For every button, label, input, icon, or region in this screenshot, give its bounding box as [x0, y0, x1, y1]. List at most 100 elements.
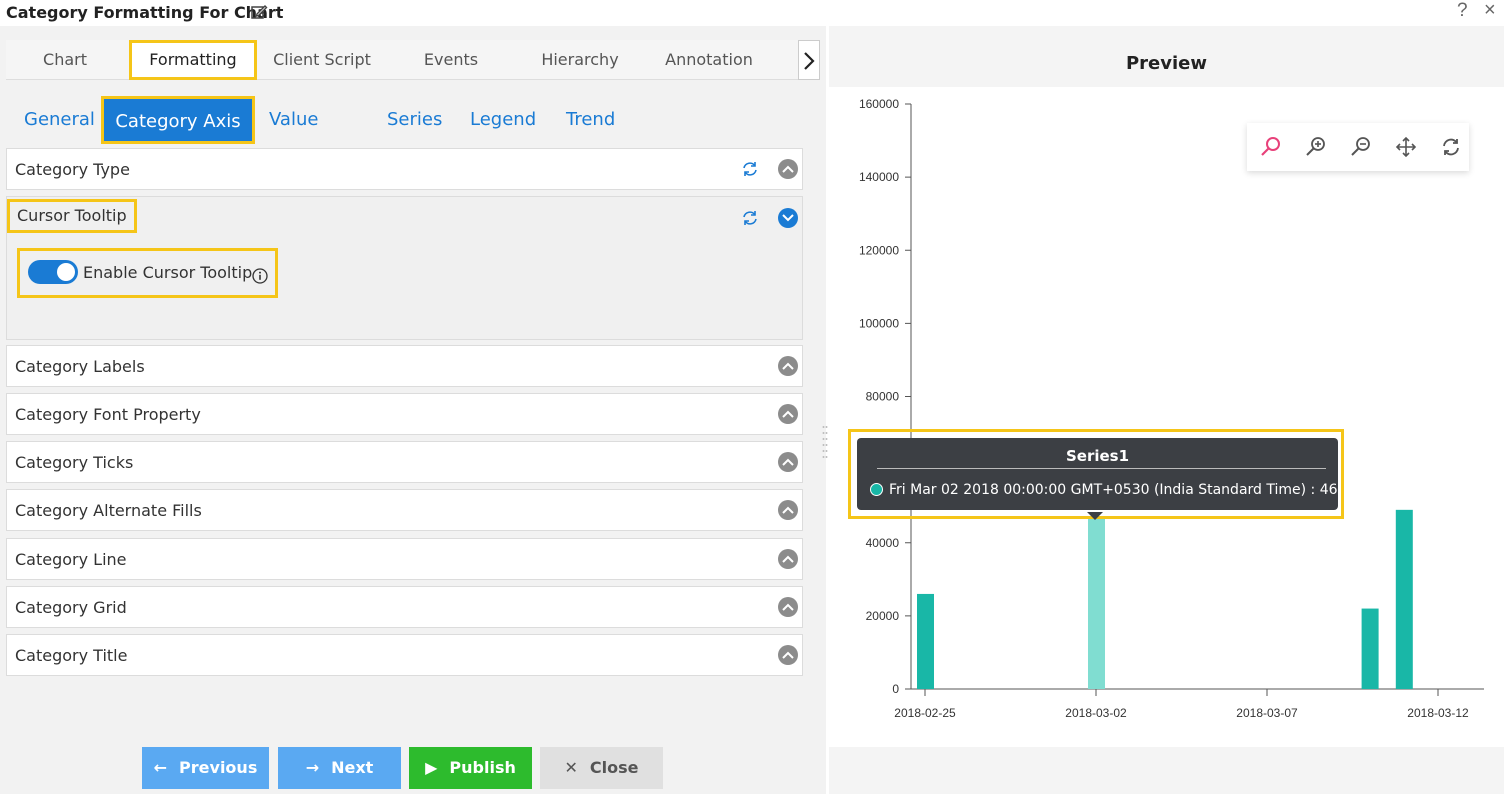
- close-label: Close: [589, 758, 639, 777]
- enable-cursor-tooltip-row: Enable Cursor Tooltip: [17, 248, 278, 298]
- settings-panel: Chart Formatting Client Script Events Hi…: [0, 26, 828, 794]
- y-tick-label: 140000: [859, 170, 899, 184]
- series-marker-icon: [870, 483, 883, 496]
- help-icon[interactable]: ?: [1457, 0, 1468, 21]
- close-button[interactable]: ✕ Close: [540, 747, 663, 789]
- chevron-up-icon[interactable]: [778, 645, 798, 665]
- section-cursor-tooltip: Cursor Tooltip Enable Cursor Tooltip: [6, 196, 803, 340]
- section-label: Category Type: [15, 160, 130, 179]
- publish-button[interactable]: ▶ Publish: [409, 747, 532, 789]
- y-tick-label: 100000: [859, 316, 899, 330]
- chart-tooltip: Series1 Fri Mar 02 2018 00:00:00 GMT+053…: [857, 438, 1338, 510]
- next-button[interactable]: → Next: [278, 747, 401, 789]
- page-title: Category Formatting For Chart: [6, 3, 284, 22]
- y-tick-label: 120000: [859, 243, 899, 257]
- section-category-font-property[interactable]: Category Font Property: [6, 393, 803, 435]
- bar: [917, 593, 934, 689]
- tab-general[interactable]: General: [24, 109, 95, 130]
- section-label: Category Grid: [15, 598, 127, 617]
- tooltip-title: Series1: [1065, 447, 1130, 465]
- chart-area: 0200004000060000800001000001200001400001…: [829, 87, 1504, 747]
- close-icon: ✕: [564, 758, 578, 777]
- tab-annotation[interactable]: Annotation: [665, 50, 753, 69]
- zoom-select-icon[interactable]: [1259, 135, 1283, 159]
- top-tabs: Chart Formatting Client Script Events Hi…: [6, 40, 820, 80]
- close-icon[interactable]: ×: [1484, 0, 1496, 21]
- previous-button[interactable]: ← Previous: [142, 747, 269, 789]
- pan-icon[interactable]: [1394, 135, 1418, 159]
- next-label: Next: [331, 758, 374, 777]
- section-label: Category Alternate Fills: [15, 501, 202, 520]
- toggle-knob: [57, 263, 75, 281]
- chevron-up-icon[interactable]: [778, 356, 798, 376]
- tab-hierarchy[interactable]: Hierarchy: [541, 50, 619, 69]
- bar: [1395, 509, 1413, 689]
- previous-label: Previous: [179, 758, 258, 777]
- arrow-right-icon: →: [305, 758, 320, 777]
- section-label: Category Ticks: [15, 453, 134, 472]
- section-category-type[interactable]: Category Type: [6, 148, 803, 190]
- tooltip-text: Fri Mar 02 2018 00:00:00 GMT+0530 (India…: [889, 482, 1338, 498]
- x-tick-label: 2018-03-12: [1407, 706, 1469, 720]
- y-tick-label: 160000: [859, 97, 899, 111]
- chevron-down-icon[interactable]: [778, 208, 798, 228]
- section-category-ticks[interactable]: Category Ticks: [6, 441, 803, 483]
- tab-value-axis[interactable]: Value Axis: [269, 109, 319, 182]
- tooltip-arrow: [1087, 512, 1103, 520]
- preview-panel: Preview 02000040000600008000010000012000…: [829, 26, 1504, 794]
- reset-icon[interactable]: [741, 160, 759, 178]
- section-label: Category Title: [15, 646, 128, 665]
- tab-trend-lines[interactable]: Trend Lines: [566, 109, 616, 182]
- x-tick-label: 2018-02-25: [894, 706, 956, 720]
- y-tick-label: 80000: [866, 390, 900, 404]
- tooltip-divider: [877, 468, 1326, 469]
- play-icon: ▶: [425, 758, 438, 777]
- info-icon[interactable]: [252, 268, 268, 284]
- reset-icon[interactable]: [741, 209, 759, 227]
- publish-label: Publish: [449, 758, 516, 777]
- chevron-up-icon[interactable]: [778, 597, 798, 617]
- edit-icon[interactable]: [250, 3, 268, 21]
- tab-formatting[interactable]: Formatting: [129, 40, 257, 80]
- section-category-labels[interactable]: Category Labels: [6, 345, 803, 387]
- section-label: Category Font Property: [15, 405, 201, 424]
- reset-zoom-icon[interactable]: [1439, 135, 1463, 159]
- tab-events[interactable]: Events: [423, 50, 479, 69]
- zoom-in-icon[interactable]: [1304, 135, 1328, 159]
- tab-category-axis[interactable]: Category Axis: [101, 96, 255, 144]
- section-category-line[interactable]: Category Line: [6, 538, 803, 580]
- chart: 0200004000060000800001000001200001400001…: [859, 97, 1484, 720]
- tab-legend[interactable]: Legend: [470, 109, 537, 130]
- chevron-up-icon[interactable]: [778, 159, 798, 179]
- section-category-alternate-fills[interactable]: Category Alternate Fills: [6, 489, 803, 531]
- bar: [1361, 608, 1379, 689]
- chevron-up-icon[interactable]: [778, 500, 798, 520]
- toggle-label: Enable Cursor Tooltip: [83, 263, 253, 282]
- title-bar: Category Formatting For Chart ? ×: [0, 0, 1504, 26]
- tab-series[interactable]: Series: [387, 109, 443, 130]
- y-tick-label: 0: [892, 682, 899, 696]
- chart-toolbar: [1247, 123, 1469, 171]
- y-tick-label: 20000: [866, 609, 900, 623]
- enable-cursor-tooltip-toggle[interactable]: [28, 260, 78, 284]
- x-tick-label: 2018-03-02: [1065, 706, 1127, 720]
- chevron-up-icon[interactable]: [778, 404, 798, 424]
- tooltip-highlight: Series1 Fri Mar 02 2018 00:00:00 GMT+053…: [848, 429, 1344, 520]
- section-category-grid[interactable]: Category Grid: [6, 586, 803, 628]
- chevron-up-icon[interactable]: [778, 549, 798, 569]
- tab-chart[interactable]: Chart: [43, 50, 87, 69]
- chevron-up-icon[interactable]: [778, 452, 798, 472]
- zoom-out-icon[interactable]: [1349, 135, 1373, 159]
- section-label: Category Line: [15, 550, 127, 569]
- section-label: Category Labels: [15, 357, 145, 376]
- arrow-left-icon: ←: [153, 758, 168, 777]
- resize-handle[interactable]: [822, 424, 828, 464]
- chevron-right-icon: [804, 52, 815, 70]
- preview-title: Preview: [1125, 53, 1208, 74]
- tab-client-script[interactable]: Client Script: [273, 50, 371, 69]
- tabs-next-button[interactable]: [798, 40, 820, 80]
- y-tick-label: 40000: [866, 536, 900, 550]
- section-category-title[interactable]: Category Title: [6, 634, 803, 676]
- section-label[interactable]: Cursor Tooltip: [7, 199, 137, 233]
- bar: [1088, 517, 1105, 689]
